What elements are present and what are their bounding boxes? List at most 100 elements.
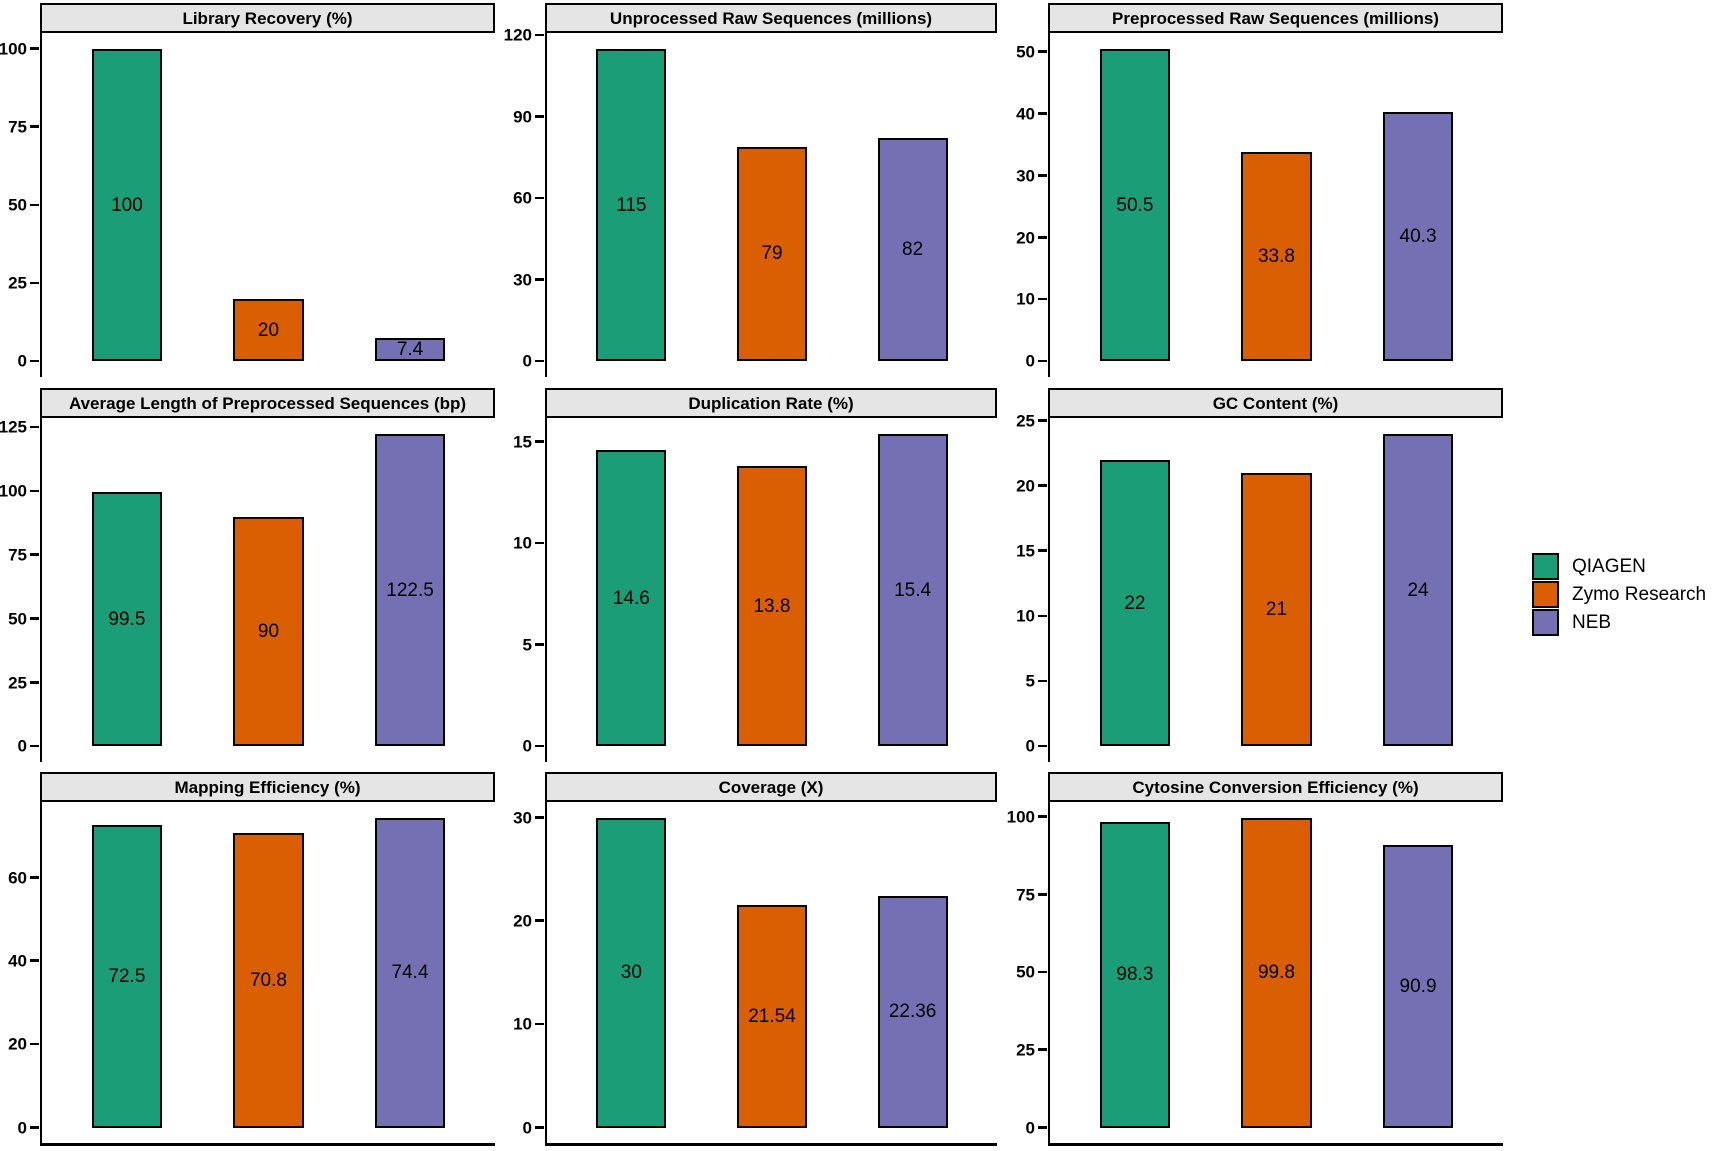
facet-duplication-rate: Duplication Rate (%) 0 5 10 15 14.6 13.8 15.4: [495, 388, 998, 762]
bar-neb: 122.5: [374, 433, 446, 747]
facet-strip-average-length: Average Length of Preprocessed Sequences…: [40, 388, 495, 418]
y-axis-tick-label: 20: [1016, 476, 1035, 496]
y-axis-tick-label: 10: [1016, 289, 1035, 309]
y-axis-tick-label: 20: [8, 1034, 27, 1054]
bar-value-label: 33.8: [1257, 246, 1295, 268]
y-axis-tick-mark: [1038, 484, 1047, 487]
facet-mapping-efficiency: Mapping Efficiency (%) 0 20 40 60 72.5 70.8 74…: [0, 772, 495, 1146]
y-axis-tick-mark: [30, 425, 39, 429]
y-axis-tick-mark: [30, 489, 39, 493]
facet-library-recovery: Library Recovery (%) 0 25 50 75 100 100 20 7.4: [0, 3, 495, 377]
y-axis-tick-label: 25: [8, 673, 27, 693]
y-axis-tick-label: 100: [0, 481, 27, 501]
bar-zymo-research: 70.8: [233, 832, 304, 1128]
y-axis-tick-mark: [1038, 419, 1047, 422]
facet-preprocessed-raw-sequences: Preprocessed Raw Sequences (millions) 0 1…: [998, 3, 1503, 377]
y-axis-tick-label: 50: [8, 195, 27, 215]
y-axis-tick-label: 90: [513, 107, 532, 127]
facet-strip-library-recovery: Library Recovery (%): [40, 3, 495, 33]
bar-zymo-research: 21: [1241, 472, 1312, 747]
bar-qiagen: 72.5: [91, 825, 163, 1128]
facet-panel-preprocessed-raw-sequences: 0 10 20 30 40 50 50.5 33.8 40.3: [1016, 33, 1503, 377]
bar-zymo-research: 13.8: [736, 466, 808, 747]
bar-neb: 15.4: [877, 433, 948, 747]
y-axis-tick-mark: [30, 876, 39, 879]
y-axis-tick-label: 5: [1025, 671, 1035, 691]
bar-zymo-research: 79: [736, 146, 808, 362]
facet-title: Coverage (X): [718, 777, 824, 797]
bar-zymo-research: 99.8: [1241, 817, 1312, 1128]
facet-strip-cytosine-conversion-efficiency: Cytosine Conversion Efficiency (%): [1048, 772, 1503, 802]
bar-value-label: 50.5: [1116, 194, 1154, 216]
y-axis-tick-mark: [30, 47, 39, 50]
y-axis-tick-label: 120: [503, 25, 532, 45]
facet-coverage: Coverage (X) 0 10 20 30 30 21.54 22.36: [495, 772, 998, 1146]
bar-neb: 24: [1382, 433, 1454, 747]
y-axis-tick-label: 10: [513, 533, 532, 553]
y-axis-tick-mark: [30, 617, 39, 620]
y-axis-tick-mark: [30, 959, 39, 962]
facet-panel-cytosine-conversion-efficiency: 0 25 50 75 100 98.3 99.8 90.9: [1007, 802, 1503, 1146]
bar-qiagen: 115: [596, 48, 667, 362]
bar-value-label: 99.5: [108, 608, 146, 630]
bar-neb: 7.4: [374, 338, 446, 362]
y-axis-tick-mark: [1038, 893, 1047, 896]
bar-value-label: 30: [620, 962, 642, 983]
y-axis-tick-label: 15: [1016, 541, 1035, 561]
y-axis-tick-label: 50: [1016, 42, 1035, 62]
bar-value-label: 72.5: [108, 965, 146, 987]
bar-value-label: 14.6: [612, 587, 650, 609]
bar-value-label: 90: [257, 621, 280, 642]
y-axis-tick-label: 75: [8, 117, 27, 137]
bar-value-label: 15.4: [894, 579, 932, 601]
y-axis-tick-mark: [535, 643, 544, 646]
facet-cytosine-conversion-efficiency: Cytosine Conversion Efficiency (%) 0 25 50…: [998, 772, 1503, 1146]
y-axis-tick-mark: [535, 919, 544, 922]
bar-zymo-research: 33.8: [1241, 152, 1312, 362]
facet-strip-unprocessed-raw-sequences: Unprocessed Raw Sequences (millions): [545, 3, 997, 33]
bar-value-label: 21.54: [748, 1005, 796, 1027]
bar-zymo-research: 20: [233, 298, 304, 362]
y-axis-tick-mark: [30, 553, 39, 556]
bar-value-label: 22.36: [888, 1001, 937, 1023]
y-axis-tick-label: 0: [17, 736, 27, 756]
y-axis-tick-mark: [1038, 50, 1047, 53]
facet-strip-mapping-efficiency: Mapping Efficiency (%): [40, 772, 495, 802]
y-axis-tick-label: 25: [1016, 411, 1035, 431]
bar-value-label: 100: [111, 194, 143, 216]
y-axis-tick-mark: [535, 196, 544, 200]
y-axis-tick-mark: [30, 125, 39, 128]
bar-value-label: 20: [257, 319, 280, 341]
y-axis-tick-label: 20: [1016, 228, 1035, 248]
legend-label: Zymo Research: [1572, 584, 1707, 605]
y-axis-tick-mark: [535, 278, 544, 281]
y-axis-tick-mark: [535, 816, 544, 819]
bar-neb: 74.4: [374, 817, 446, 1128]
facet-title: Mapping Efficiency (%): [174, 777, 361, 797]
facet-panel-duplication-rate: 0 5 10 15 14.6 13.8 15.4: [513, 418, 997, 762]
y-axis-tick-label: 100: [0, 39, 27, 59]
facet-panel-mapping-efficiency: 0 20 40 60 72.5 70.8 74.4: [8, 802, 495, 1146]
facet-panel-gc-content: 0 5 10 15 20 25 22 21 24: [1016, 412, 1503, 762]
bar-qiagen: 99.5: [91, 492, 163, 747]
facet-unprocessed-raw-sequences: Unprocessed Raw Sequences (millions) 0 30…: [495, 3, 998, 377]
facet-panel-coverage: 0 10 20 30 30 21.54 22.36: [513, 802, 997, 1146]
bar-neb: 22.36: [877, 896, 948, 1128]
y-axis-tick-mark: [535, 359, 544, 363]
y-axis-tick-mark: [1038, 970, 1047, 974]
y-axis-tick-label: 5: [522, 635, 532, 655]
y-axis-tick-label: 0: [522, 736, 532, 756]
bar-qiagen: 98.3: [1099, 822, 1171, 1128]
y-axis-tick-mark: [1038, 1126, 1047, 1129]
y-axis-tick-label: 0: [522, 1118, 532, 1137]
y-axis-tick-label: 60: [8, 868, 27, 887]
y-axis-tick-label: 75: [1016, 885, 1035, 905]
facet-title: Unprocessed Raw Sequences (millions): [609, 8, 933, 28]
bar-value-label: 40.3: [1399, 226, 1437, 248]
y-axis-tick-mark: [1038, 236, 1047, 239]
y-axis-tick-label: 15: [513, 432, 532, 452]
bar-neb: 90.9: [1382, 845, 1454, 1128]
facet-title: Duplication Rate (%): [688, 393, 854, 413]
y-axis-tick-label: 0: [17, 351, 27, 371]
facet-average-length: Average Length of Preprocessed Sequences…: [0, 388, 495, 762]
